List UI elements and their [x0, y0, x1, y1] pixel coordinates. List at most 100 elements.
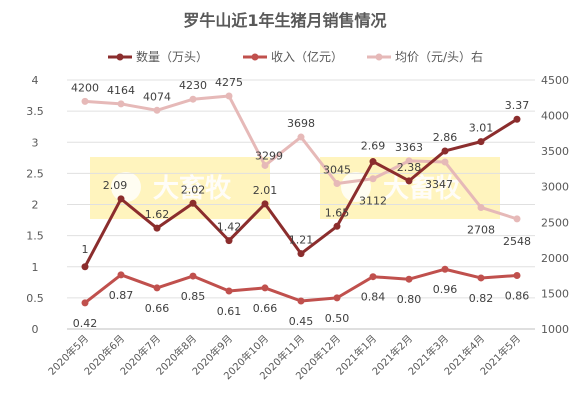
data-point	[189, 199, 197, 207]
legend-marker	[116, 53, 124, 61]
right-axis-tick-label: 1500	[541, 287, 569, 300]
left-axis-tick-label: 2	[32, 199, 39, 212]
data-point	[153, 224, 161, 232]
legend-marker	[251, 53, 259, 61]
data-label: 0.66	[253, 302, 278, 315]
data-label: 1.62	[145, 208, 170, 221]
left-axis-tick-label: 4	[32, 74, 39, 87]
legend-label: 数量（万头）	[136, 49, 208, 64]
data-label: 4200	[71, 81, 99, 94]
left-axis-tick-label: 3	[32, 136, 39, 149]
data-point	[81, 263, 89, 271]
left-axis-tick-label: 2.5	[26, 167, 44, 180]
data-label: 4074	[143, 90, 171, 103]
data-point	[333, 294, 341, 302]
data-label: 2.01	[253, 184, 278, 197]
legend-label: 均价（元/头）右	[395, 49, 483, 64]
data-point	[225, 237, 233, 245]
data-point	[405, 157, 413, 165]
right-axis-tick-label: 3000	[541, 181, 569, 194]
data-label: 3.01	[469, 122, 494, 135]
data-point	[189, 95, 197, 103]
data-label: 0.82	[469, 292, 494, 305]
data-label: 2.38	[397, 161, 422, 174]
data-point	[405, 177, 413, 185]
data-point	[405, 275, 413, 283]
data-label: 0.84	[361, 291, 386, 304]
data-label: 0.85	[181, 290, 206, 303]
right-axis-tick-label: 3500	[541, 145, 569, 158]
data-label: 4230	[179, 79, 207, 92]
data-label: 0.96	[433, 283, 458, 296]
data-point	[369, 175, 377, 183]
data-label: 3299	[255, 149, 283, 162]
data-point	[513, 271, 521, 279]
data-point	[261, 161, 269, 169]
data-point	[441, 147, 449, 155]
data-point	[297, 133, 305, 141]
data-label: 1.21	[289, 234, 314, 247]
data-label: 0.50	[325, 312, 350, 325]
data-point	[225, 287, 233, 295]
data-point	[117, 100, 125, 108]
data-point	[441, 158, 449, 166]
data-point	[441, 265, 449, 273]
data-label: 0.87	[109, 289, 134, 302]
watermark-text: 大畜牧	[383, 173, 462, 204]
data-label: 4164	[107, 84, 135, 97]
data-label: 2.86	[433, 131, 458, 144]
data-point	[81, 97, 89, 105]
left-axis-tick-label: 0.5	[26, 292, 44, 305]
data-point	[261, 284, 269, 292]
data-label: 0.61	[217, 305, 242, 318]
data-point	[297, 297, 305, 305]
legend-marker	[375, 53, 383, 61]
data-label: 2548	[503, 235, 531, 248]
data-point	[153, 284, 161, 292]
data-label: 4275	[215, 76, 243, 89]
data-point	[477, 138, 485, 146]
data-label: 3347	[425, 178, 453, 191]
axes: 0 0.5 1 1.5 2 2.5 3 3.5 4 1000 1500 2000 2500 3000 350…	[26, 74, 569, 382]
legend-label: 收入（亿元）	[271, 49, 343, 64]
data-point	[513, 115, 521, 123]
data-point	[225, 92, 233, 100]
right-axis-tick-label: 2500	[541, 216, 569, 229]
data-point	[513, 215, 521, 223]
data-point	[153, 106, 161, 114]
data-label: 2.02	[181, 183, 206, 196]
legend: 数量（万头） 收入（亿元） 均价（元/头）右	[108, 49, 483, 64]
data-point	[369, 273, 377, 281]
data-label: 3363	[395, 141, 423, 154]
data-label: 3.37	[505, 99, 530, 112]
left-axis-tick-label: 0	[32, 323, 39, 336]
data-label: 0.80	[397, 293, 422, 306]
data-label: 1.42	[217, 221, 242, 234]
data-label: 2.69	[361, 140, 386, 153]
data-label: 3698	[287, 117, 315, 130]
data-label: 0.86	[505, 289, 530, 302]
series-layer: 4200 4164 4074 4230 4275 3299 3698 3045 3112 3363…	[71, 76, 531, 330]
data-label: 0.66	[145, 302, 170, 315]
data-point	[189, 272, 197, 280]
watermark-logo-icon	[111, 172, 141, 202]
data-label: 0.45	[289, 315, 314, 328]
watermark-text: 大畜牧	[153, 173, 232, 204]
data-label: 2708	[467, 223, 495, 236]
data-point	[261, 200, 269, 208]
right-axis-tick-label: 1000	[541, 323, 569, 336]
data-label: 3112	[359, 195, 387, 208]
data-point	[333, 180, 341, 188]
data-label: 0.42	[73, 317, 98, 330]
data-point	[369, 158, 377, 166]
data-point	[297, 250, 305, 258]
data-point	[117, 195, 125, 203]
data-label: 3045	[323, 164, 351, 177]
data-point	[477, 203, 485, 211]
watermark-layer: 大畜牧 大畜牧	[90, 157, 500, 219]
data-label: 1	[82, 243, 89, 256]
left-axis-tick-label: 1.5	[26, 230, 44, 243]
chart-title: 罗牛山近1年生猪月销售情况	[183, 11, 386, 30]
